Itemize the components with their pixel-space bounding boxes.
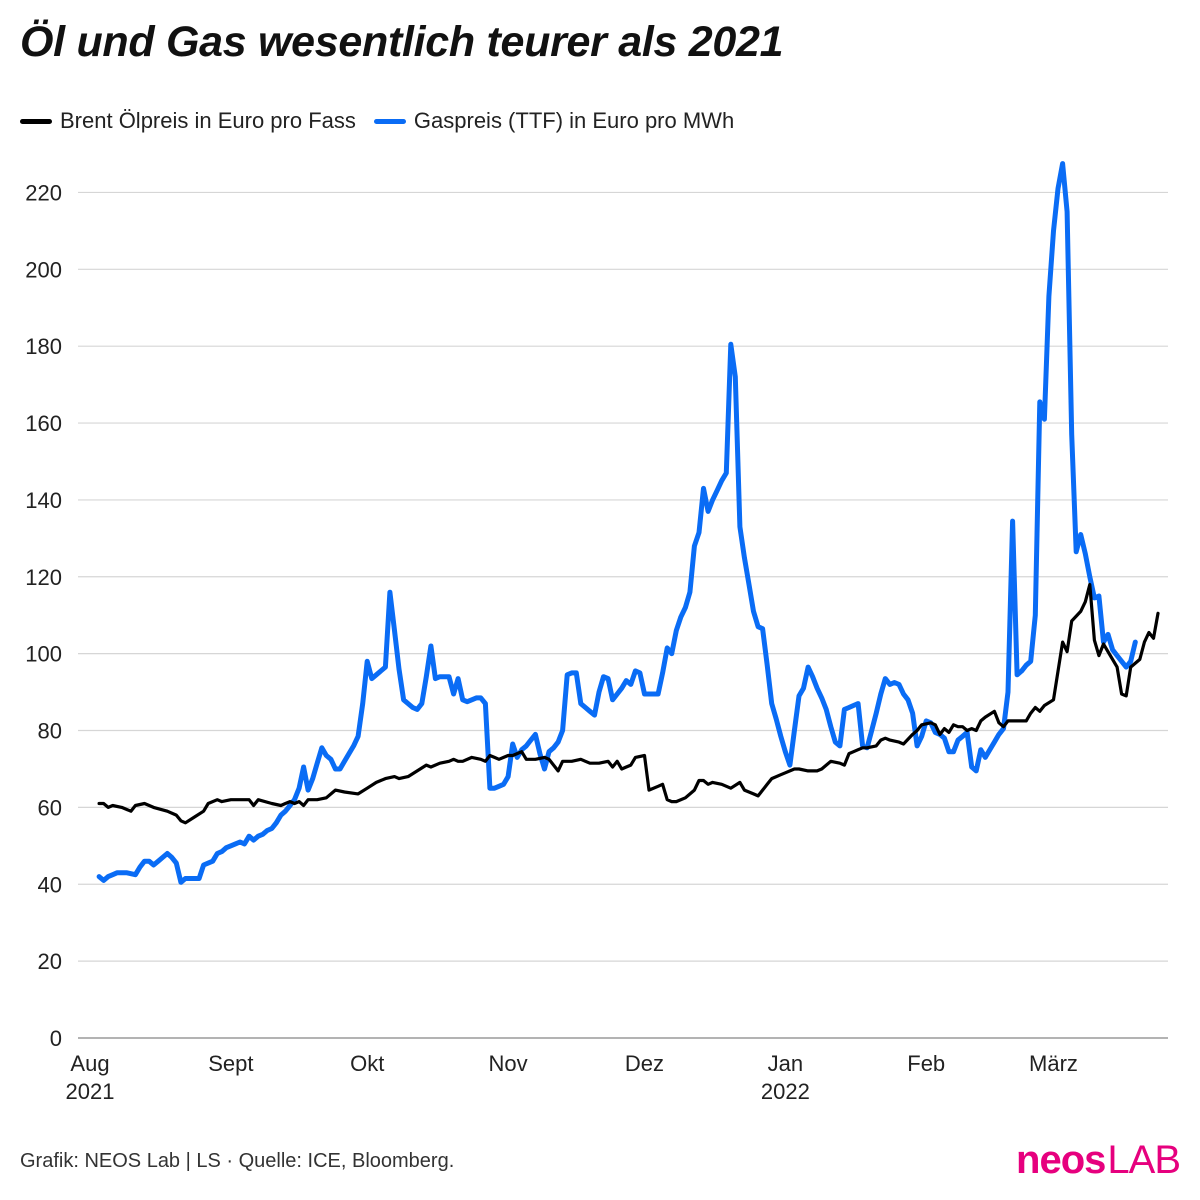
logo-lab: LAB <box>1107 1138 1181 1182</box>
legend-swatch-oil <box>20 118 52 124</box>
legend-label-oil: Brent Ölpreis in Euro pro Fass <box>60 108 356 133</box>
y-tick-label: 120 <box>25 565 62 590</box>
logo-neos: neos <box>1016 1138 1106 1182</box>
y-axis-ticks: 0 20 40 60 80 100 120 140 160 180 200 220 <box>25 180 62 1051</box>
x-tick-label: Okt <box>350 1051 384 1076</box>
series-line-gas <box>96 161 1138 885</box>
y-tick-label: 160 <box>25 411 62 436</box>
y-tick-label: 220 <box>25 180 62 205</box>
gridlines <box>78 191 1168 1039</box>
x-tick-label: Nov <box>489 1051 528 1076</box>
legend-item-gas: Gaspreis (TTF) in Euro pro MWh <box>373 108 735 134</box>
y-tick-label: 60 <box>38 795 62 820</box>
y-tick-label: 180 <box>25 334 62 359</box>
series-line-oil <box>97 582 1160 825</box>
x-tick-label: Aug <box>70 1051 109 1076</box>
y-tick-label: 0 <box>50 1026 62 1051</box>
legend-item-oil: Brent Ölpreis in Euro pro Fass <box>20 108 356 134</box>
y-tick-label: 40 <box>38 872 62 897</box>
x-tick-label: März <box>1029 1051 1078 1076</box>
y-tick-label: 100 <box>25 642 62 667</box>
legend-swatch-gas <box>373 118 406 124</box>
x-tick-label: Jan <box>768 1051 803 1076</box>
y-tick-label: 200 <box>25 257 62 282</box>
chart-title: Öl und Gas wesentlich teurer als 2021 <box>20 18 784 66</box>
x-tick-label: Dez <box>625 1051 664 1076</box>
x-tick-label: Sept <box>208 1051 253 1076</box>
source-footer: Grafik: NEOS Lab | LS · Quelle: ICE, Blo… <box>20 1150 455 1172</box>
series-lines <box>96 161 1160 885</box>
x-tick-sublabel: 2022 <box>761 1079 810 1104</box>
y-tick-label: 20 <box>38 949 62 974</box>
neos-lab-logo: neosLAB <box>1016 1138 1181 1183</box>
y-tick-label: 140 <box>25 488 62 513</box>
legend-label-gas: Gaspreis (TTF) in Euro pro MWh <box>413 108 735 133</box>
x-axis-ticks: Aug 2021 Sept Okt Nov Dez Jan 2022 Feb März <box>66 1051 1078 1104</box>
legend: Brent Ölpreis in Euro pro Fass Gaspreis … <box>20 108 752 134</box>
x-tick-label: Feb <box>907 1051 945 1076</box>
y-tick-label: 80 <box>38 719 62 744</box>
x-tick-sublabel: 2021 <box>66 1079 115 1104</box>
